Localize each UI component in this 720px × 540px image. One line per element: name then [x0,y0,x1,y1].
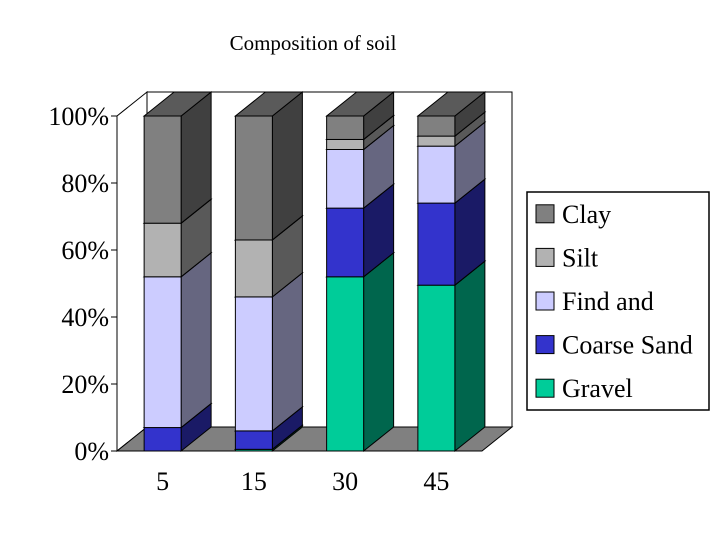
bar-segment [416,90,487,138]
bar-segment [233,90,304,241]
bar-segment [142,251,213,429]
bar-segment-side [271,90,303,241]
bar-segment-front [143,276,182,429]
x-tick-label: 30 [332,467,358,496]
y-tick-label: 40% [61,303,109,332]
bar-segment-side [363,251,395,453]
legend-label: Coarse Sand [562,331,693,360]
bar-segment-front [234,296,273,432]
legend-swatch [535,291,555,311]
bar-segment-side [180,251,212,429]
bar-segment-front [234,430,273,450]
legend-box [526,191,710,411]
bar-segment-side [271,271,303,432]
plot-area: 0% 20% 40% 60% 80% 100% 5 15 30 45 [48,90,514,496]
bar-segment-front [417,145,456,204]
bar-segment-front [417,115,456,137]
bar-segment-front [143,222,182,278]
bar-segment-front [326,149,365,209]
bar-segment-front [143,115,182,224]
y-tick-label: 0% [74,437,109,466]
bar-segment-front [326,138,365,150]
bar-segment-side [454,260,486,453]
legend-label: Find and [562,287,654,316]
bar-segment [142,90,213,225]
bar-segment [325,90,396,141]
bar-segment-front [326,207,365,278]
bar-segment-front [417,284,456,452]
bar-segment-front [234,239,273,298]
legend-label: Clay [562,200,611,229]
bar-segment-front [143,427,182,452]
legend-label: Gravel [562,374,633,403]
legend-label: Silt [562,243,599,272]
bar-segment [325,251,396,453]
bar-segment-front [326,276,365,452]
legend-swatch [535,204,555,224]
bar-segment [416,260,487,453]
bar-segment [325,124,396,210]
x-tick-label: 45 [423,467,449,496]
side-wall [116,90,148,453]
bar-segment-front [326,115,365,140]
chart-title: Composition of soil [230,31,397,55]
bar-segment-front [234,115,273,241]
y-tick-label: 80% [61,169,109,198]
bar-segment-front [417,202,456,286]
legend: Clay Silt Find and Coarse Sand Gravel [526,191,710,411]
bar-segment-front [417,135,456,147]
x-tick-label: 15 [241,467,267,496]
legend-swatch [535,378,555,398]
y-tick-label: 60% [61,236,109,265]
y-tick-label: 100% [48,102,109,131]
x-tick-label: 5 [156,467,169,496]
legend-swatch [535,335,555,355]
legend-swatch [535,247,555,267]
y-tick-label: 20% [61,370,109,399]
